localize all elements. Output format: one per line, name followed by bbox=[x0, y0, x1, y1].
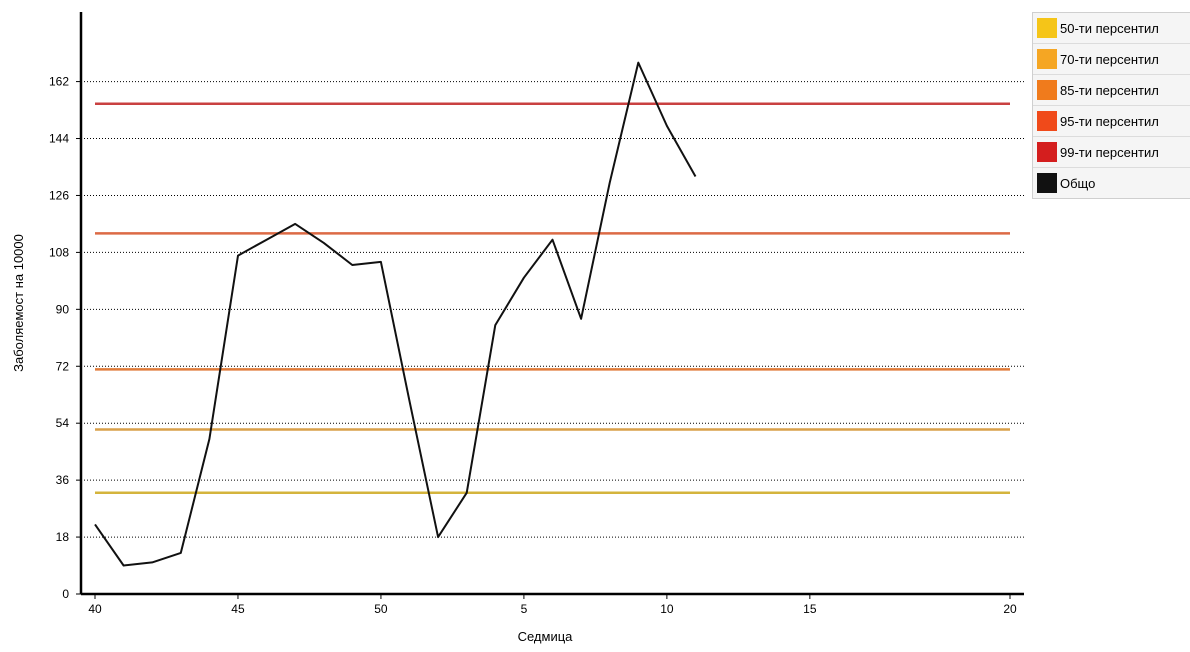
legend-label: 50-ти персентил bbox=[1060, 20, 1159, 36]
legend-label: 85-ти персентил bbox=[1060, 82, 1159, 98]
legend-item[interactable]: 50-ти персентил bbox=[1033, 13, 1190, 44]
x-tick-label: 5 bbox=[521, 602, 528, 616]
x-tick-label: 40 bbox=[88, 602, 102, 616]
y-tick-label: 36 bbox=[56, 473, 70, 487]
series-line-total bbox=[94, 61, 697, 567]
y-axis-label: Заболяемост на 10000 bbox=[11, 234, 26, 372]
x-tick-label: 50 bbox=[374, 602, 388, 616]
y-tick-label: 54 bbox=[56, 416, 70, 430]
legend-item[interactable]: Общо bbox=[1033, 168, 1190, 198]
legend-swatch bbox=[1037, 80, 1057, 100]
y-tick-label: 0 bbox=[62, 587, 69, 601]
y-tick-label: 72 bbox=[56, 359, 70, 373]
legend-swatch bbox=[1037, 173, 1057, 193]
legend-swatch bbox=[1037, 49, 1057, 69]
x-tick-label: 20 bbox=[1003, 602, 1017, 616]
x-tick-label: 45 bbox=[231, 602, 245, 616]
legend-label: Общо bbox=[1060, 175, 1096, 191]
y-tick-label: 18 bbox=[56, 530, 70, 544]
y-tick-label: 162 bbox=[49, 75, 69, 89]
legend-swatch bbox=[1037, 111, 1057, 131]
legend-item[interactable]: 95-ти персентил bbox=[1033, 106, 1190, 137]
legend-swatch bbox=[1037, 18, 1057, 38]
legend-label: 70-ти персентил bbox=[1060, 51, 1159, 67]
legend-item[interactable]: 70-ти персентил bbox=[1033, 44, 1190, 75]
x-tick-label: 15 bbox=[803, 602, 817, 616]
x-axis-label: Седмица bbox=[518, 629, 574, 644]
legend-label: 95-ти персентил bbox=[1060, 113, 1159, 129]
y-tick-label: 90 bbox=[56, 302, 70, 316]
y-tick-label: 126 bbox=[49, 188, 69, 202]
x-tick-label: 10 bbox=[660, 602, 674, 616]
y-tick-label: 108 bbox=[49, 245, 69, 259]
line-chart: 0 18 36 54 72 90 108 126 144 162 40 45 50 5 10 15 20 Седм… bbox=[11, 12, 1024, 644]
legend: 50-ти персентил 70-ти персентил 85-ти перс… bbox=[1032, 12, 1190, 199]
legend-item[interactable]: 99-ти персентил bbox=[1033, 137, 1190, 168]
y-tick-label: 144 bbox=[49, 132, 69, 146]
legend-swatch bbox=[1037, 142, 1057, 162]
legend-item[interactable]: 85-ти персентил bbox=[1033, 75, 1190, 106]
legend-label: 99-ти персентил bbox=[1060, 144, 1159, 160]
